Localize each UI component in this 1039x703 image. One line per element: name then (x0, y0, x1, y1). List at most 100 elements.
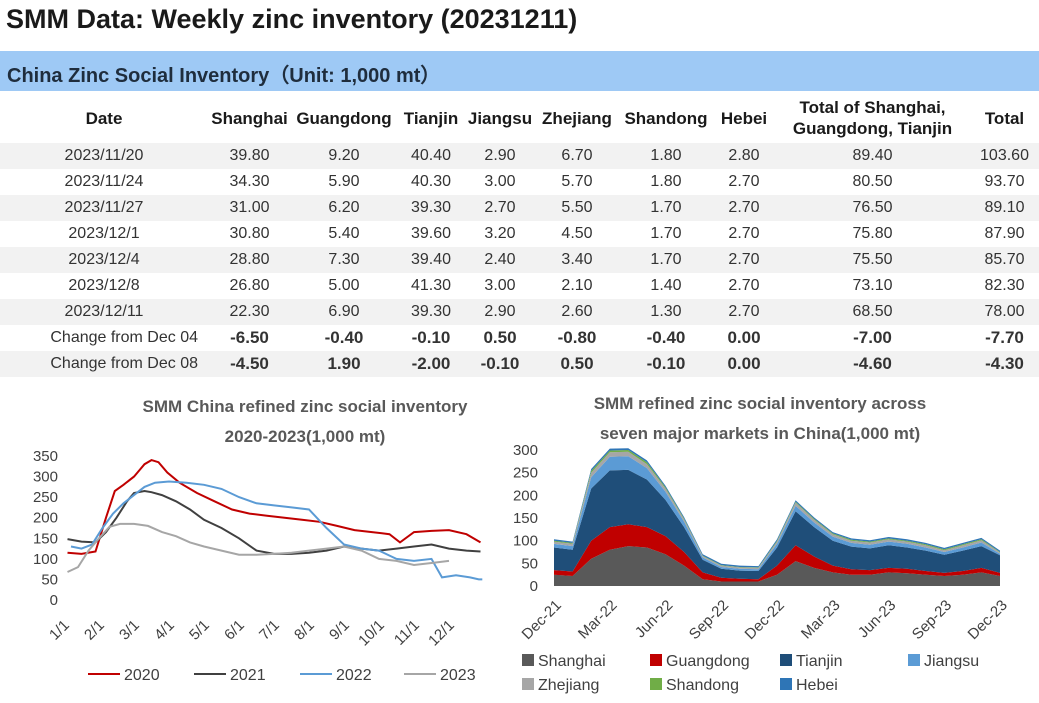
column-header-text: Guangdong (296, 108, 392, 128)
legend-label: Tianjin (796, 653, 843, 670)
change-row-label: Change from Dec 04 (50, 329, 198, 346)
table-cell: 89.10 (970, 195, 1039, 221)
table-cell: 6.90 (291, 299, 397, 325)
table-cell: 39.60 (410, 225, 452, 242)
table-cell: 30.80 (229, 225, 270, 242)
y-tick-label: 300 (513, 442, 538, 459)
table-cell: 2.70 (728, 173, 760, 190)
x-tick-label: Mar-23 (798, 597, 844, 643)
legend-label: Guangdong (666, 653, 750, 670)
table-cell: 2.10 (561, 277, 593, 294)
table-row: 2023/11/27 31.00 6.20 39.30 2.70 5.50 1.70 2.70… (0, 195, 1039, 221)
chart-title: SMM China refined zinc social inventory (143, 397, 468, 416)
y-tick-label: 250 (513, 465, 538, 482)
legend-label: Jiangsu (924, 653, 979, 670)
legend-label: 2020 (124, 667, 160, 684)
table-row: 2023/11/20 39.80 9.20 40.40 2.90 6.70 1.80 2.80… (0, 143, 1039, 169)
table-cell: 5.90 (328, 173, 360, 190)
column-header: Zhejiang (535, 93, 619, 143)
y-tick-label: 150 (513, 510, 538, 527)
legend-label: 2022 (336, 667, 372, 684)
change-cell: -4.50 (208, 351, 291, 377)
table-cell: 1.30 (619, 299, 713, 325)
change-cell: 0.00 (727, 328, 761, 347)
x-tick-label: Sep-22 (686, 597, 732, 643)
column-header-text: Guangdong, Tianjin (792, 119, 953, 138)
row-date: 2023/11/27 (0, 195, 208, 221)
table-cell: 3.00 (484, 277, 516, 294)
table-cell: 78.00 (970, 299, 1039, 325)
table-cell: 26.80 (229, 277, 270, 294)
legend-swatch (780, 678, 792, 690)
x-tick-label: 11/1 (391, 617, 423, 649)
legend-swatch (780, 654, 792, 666)
table-cell: 2.70 (713, 247, 775, 273)
table-cell: 39.40 (397, 247, 465, 273)
change-cell: -2.00 (397, 351, 465, 377)
x-tick-label: Sep-23 (909, 597, 955, 643)
column-header-text: Total (984, 108, 1025, 128)
column-header: Date (0, 93, 208, 143)
table-row: 2023/12/8 26.80 5.00 41.30 3.00 2.10 1.40 2.70 7… (0, 273, 1039, 299)
x-tick-label: 2/1 (81, 617, 108, 644)
change-cell: -0.40 (646, 328, 686, 347)
table-cell: 2.70 (728, 277, 760, 294)
row-date: 2023/12/11 (0, 299, 208, 325)
x-tick-label: 1/1 (46, 617, 73, 644)
change-cell: -7.70 (985, 328, 1024, 347)
table-cell: 28.80 (208, 247, 291, 273)
column-header-text: Shandong (624, 108, 708, 128)
table-cell: 82.30 (984, 277, 1025, 294)
table-cell: 5.70 (561, 173, 593, 190)
change-cell: -4.30 (970, 351, 1039, 377)
x-tick-label: 6/1 (221, 617, 248, 644)
table-banner: China Zinc Social Inventory（Unit: 1,000 … (0, 51, 1039, 91)
table-cell: 41.30 (410, 277, 452, 294)
legend-label: Zhejiang (538, 677, 599, 694)
legend-swatch (522, 654, 534, 666)
column-header: Shanghai (208, 93, 291, 143)
series-line-2020 (67, 459, 482, 555)
change-cell: -0.10 (411, 328, 451, 347)
y-tick-label: 300 (33, 469, 58, 486)
legend-label: Shanghai (538, 653, 606, 670)
x-tick-label: Jun-23 (855, 597, 899, 641)
x-tick-label: 10/1 (355, 617, 388, 650)
table-banner-title: China Zinc Social Inventory（Unit: 1,000 … (7, 65, 441, 87)
change-cell: -6.50 (230, 328, 269, 347)
table-cell: 76.50 (775, 195, 970, 221)
x-tick-label: 8/1 (291, 617, 318, 644)
column-header: Tianjin (397, 93, 465, 143)
table-cell: 3.00 (484, 173, 516, 190)
page-title: SMM Data: Weekly zinc inventory (2023121… (6, 4, 578, 34)
legend-label: 2021 (230, 667, 266, 684)
column-header-text: Total of Shanghai, (799, 98, 946, 117)
table-cell: 75.50 (775, 247, 970, 273)
table-cell: 1.70 (619, 195, 713, 221)
stacked-area-chart-seven-markets: SMM refined zinc social inventory across… (513, 394, 1011, 694)
change-cell: -0.80 (557, 328, 597, 347)
column-header: Total of Shanghai, Guangdong, Tianjin (775, 93, 970, 143)
row-date: 2023/12/4 (0, 247, 208, 273)
change-row: Change from Dec 04 -6.50 -0.40 -0.10 0.50 -0.… (0, 325, 1039, 351)
table-row: 2023/12/1 30.80 5.40 39.60 3.20 4.50 1.70 2.70 7… (0, 221, 1039, 247)
table-row: 2023/11/24 34.30 5.90 40.30 3.00 5.70 1.80 2.70… (0, 169, 1039, 195)
chart-title: SMM refined zinc social inventory across (594, 394, 927, 413)
series-area-Shanghai (554, 546, 1000, 586)
legend-swatch (908, 654, 920, 666)
table-cell: 1.40 (650, 277, 682, 294)
series-area-Guangdong (554, 524, 1000, 582)
x-tick-label: Dec-23 (965, 597, 1011, 643)
table-cell: 4.50 (561, 225, 593, 242)
table-cell: 7.30 (291, 247, 397, 273)
legend-label: Hebei (796, 677, 838, 694)
table-cell: 80.50 (852, 173, 893, 190)
column-header: Jiangsu (465, 93, 535, 143)
table-cell: 1.70 (650, 225, 682, 242)
legend-label: 2023 (440, 667, 476, 684)
change-cell: 0.50 (483, 328, 517, 347)
table-cell: 93.70 (984, 173, 1025, 190)
table-cell: 5.50 (535, 195, 619, 221)
x-tick-label: 5/1 (186, 617, 213, 644)
table-cell: 68.50 (775, 299, 970, 325)
